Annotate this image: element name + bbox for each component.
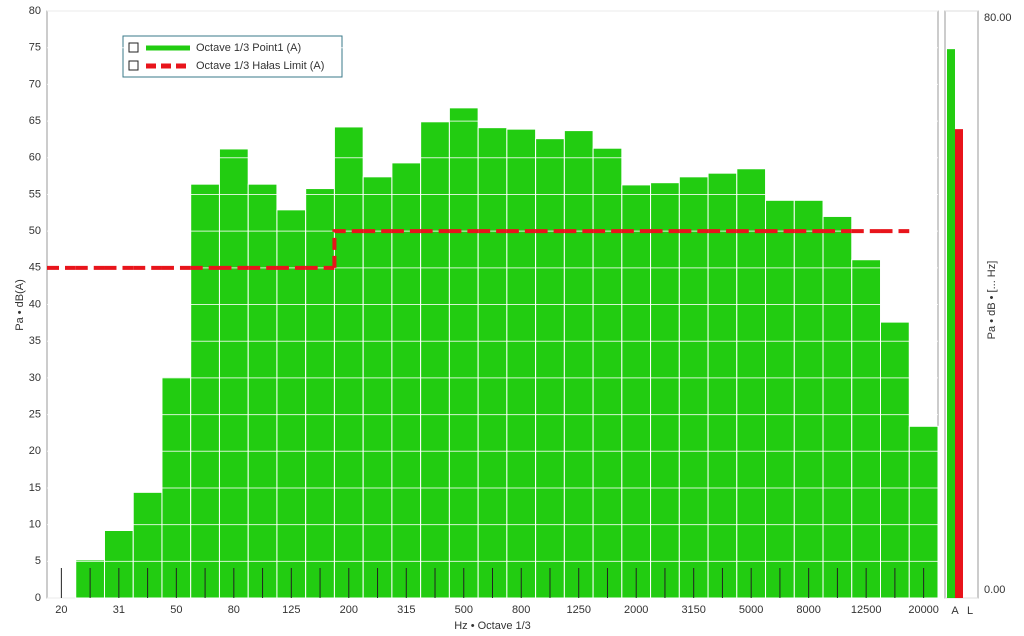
legend-label: Octave 1/3 Hałas Limit (A) — [196, 60, 324, 72]
x-tick-label: 3150 — [681, 604, 705, 616]
y-tick-label: 55 — [29, 188, 41, 200]
x-tick-label: 125 — [282, 604, 300, 616]
bar — [880, 321, 910, 599]
x-tick-label: 500 — [455, 604, 473, 616]
bar — [678, 176, 709, 599]
side-axis-label: Pa • dB • [... Hz] — [986, 261, 998, 340]
side-bar — [947, 49, 955, 598]
bar — [822, 215, 853, 599]
bar — [707, 172, 738, 599]
bar — [276, 209, 307, 599]
limit-line — [332, 229, 364, 268]
y-tick-label: 40 — [29, 298, 41, 310]
y-tick-label: 0 — [35, 592, 41, 604]
x-axis-label: Hz • Octave 1/3 — [454, 620, 531, 632]
x-tick-label: 8000 — [796, 604, 820, 616]
side-bar — [955, 129, 963, 599]
x-tick-label: 31 — [113, 604, 125, 616]
bar — [621, 184, 652, 599]
x-tick-label: 1250 — [566, 604, 590, 616]
x-tick-label: 20000 — [908, 604, 939, 616]
bar — [736, 168, 767, 599]
x-tick-label: 80 — [228, 604, 240, 616]
bar — [391, 162, 422, 599]
side-tick-label: 0.00 — [984, 584, 1005, 596]
bar — [563, 130, 594, 599]
bar — [793, 199, 824, 599]
x-tick-label: 50 — [170, 604, 182, 616]
y-tick-label: 75 — [29, 42, 41, 54]
y-tick-label: 80 — [29, 5, 41, 17]
y-tick-label: 50 — [29, 225, 41, 237]
bar — [362, 176, 393, 599]
x-tick-label: 200 — [340, 604, 358, 616]
y-tick-label: 35 — [29, 335, 41, 347]
legend-checkbox[interactable] — [128, 60, 139, 71]
y-tick-label: 30 — [29, 372, 41, 384]
x-tick-label: 5000 — [739, 604, 763, 616]
bar — [218, 148, 249, 599]
bar — [477, 127, 508, 599]
legend-label: Octave 1/3 Point1 (A) — [196, 42, 301, 54]
x-tick-label: 20 — [55, 604, 67, 616]
bar — [190, 183, 220, 599]
y-tick-label: 65 — [29, 115, 41, 127]
bar — [592, 147, 623, 599]
side-tick-label: 80.00 — [984, 12, 1012, 24]
bar — [420, 121, 450, 599]
y-tick-label: 5 — [35, 555, 41, 567]
bar — [305, 188, 335, 599]
y-tick-label: 15 — [29, 482, 41, 494]
x-tick-label: 2000 — [624, 604, 648, 616]
y-tick-label: 20 — [29, 445, 41, 457]
bar — [650, 182, 680, 599]
x-tick-label: 315 — [397, 604, 415, 616]
bar — [506, 128, 537, 599]
y-tick-label: 10 — [29, 519, 41, 531]
y-axis-label: Pa • dB(A) — [14, 279, 26, 331]
y-tick-label: 45 — [29, 262, 41, 274]
bar — [535, 138, 565, 599]
bar — [247, 183, 278, 599]
side-category-label: A — [951, 605, 959, 617]
legend-checkbox[interactable] — [128, 42, 139, 53]
x-tick-label: 800 — [512, 604, 530, 616]
bar — [333, 126, 364, 599]
bar — [765, 199, 795, 599]
y-tick-label: 25 — [29, 408, 41, 420]
side-category-label: L — [967, 605, 973, 617]
legend-box — [122, 35, 343, 78]
y-tick-label: 70 — [29, 78, 41, 90]
y-tick-label: 60 — [29, 152, 41, 164]
x-tick-label: 12500 — [851, 604, 882, 616]
bar — [851, 259, 882, 599]
